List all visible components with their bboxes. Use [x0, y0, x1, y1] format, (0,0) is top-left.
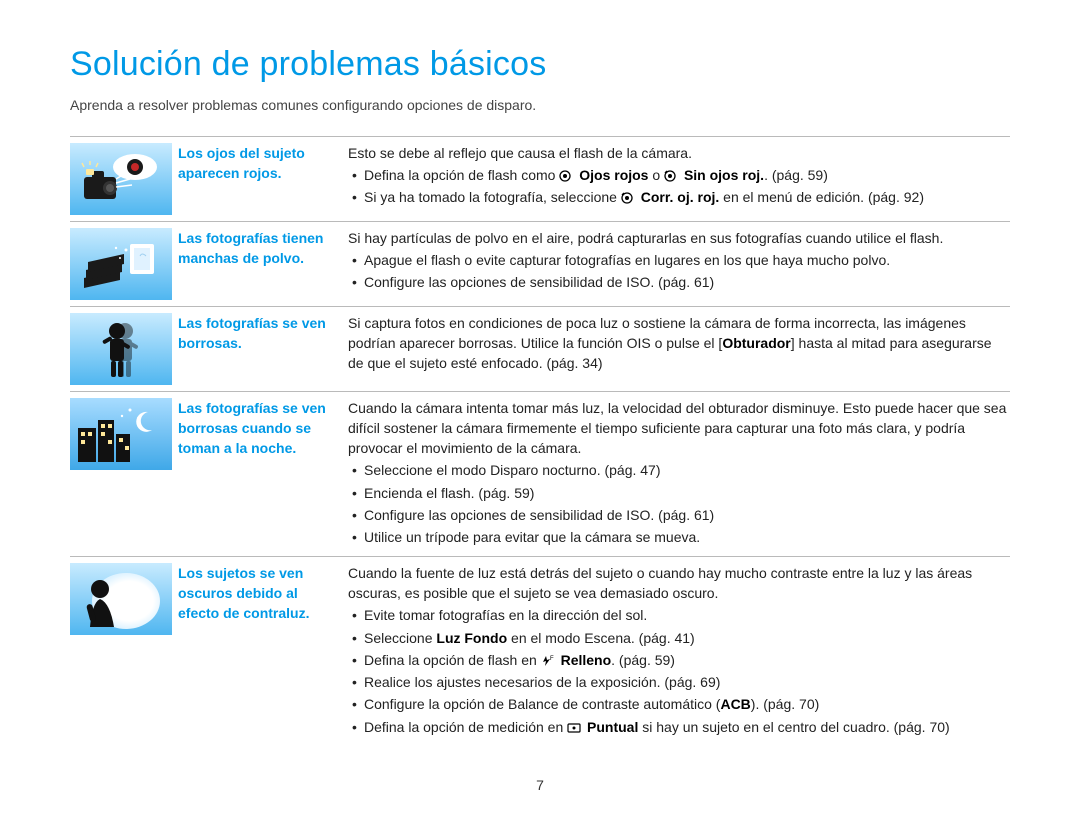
dust-bullet: Apague el flash o evite capturar fotogra…: [348, 250, 1010, 270]
backlight-bullet: Defina la opción de medición en Puntual …: [348, 717, 1010, 737]
troubleshoot-row-blurry: Las fotografías se ven borrosas.Si captu…: [70, 306, 1010, 391]
backlight-bullet: Defina la opción de flash en F Relleno. …: [348, 650, 1010, 670]
night-bullet-list: Seleccione el modo Disparo nocturno. (pá…: [348, 460, 1010, 547]
backlight-bullet: Seleccione Luz Fondo en el modo Escena. …: [348, 628, 1010, 648]
red-eye-bullet: Defina la opción de flash como Ojos rojo…: [348, 165, 1010, 185]
troubleshoot-row-backlight: Los sujetos se ven oscuros debido al efe…: [70, 556, 1010, 745]
blurry-issue-label: Las fotografías se ven borrosas.: [178, 313, 348, 354]
backlight-description: Cuando la fuente de luz está detrás del …: [348, 563, 1010, 739]
night-description: Cuando la cámara intenta tomar más luz, …: [348, 398, 1010, 550]
backlight-issue-label: Los sujetos se ven oscuros debido al efe…: [178, 563, 348, 624]
red-eye-issue-label: Los ojos del sujeto aparecen rojos.: [178, 143, 348, 184]
night-bullet: Encienda el flash. (pág. 59): [348, 483, 1010, 503]
page-title: Solución de problemas básicos: [70, 40, 1010, 89]
dust-bullet: Configure las opciones de sensibilidad d…: [348, 272, 1010, 292]
backlight-bullet: Configure la opción de Balance de contra…: [348, 694, 1010, 714]
blurry-thumb-icon: [70, 313, 172, 385]
red-eye-bullet-list: Defina la opción de flash como Ojos rojo…: [348, 165, 1010, 208]
backlight-bullet: Realice los ajustes necesarios de la exp…: [348, 672, 1010, 692]
page-number: 7: [0, 775, 1080, 795]
backlight-thumb-icon: [70, 563, 172, 635]
troubleshooting-table: Los ojos del sujeto aparecen rojos.Esto …: [70, 136, 1010, 745]
night-bullet: Configure las opciones de sensibilidad d…: [348, 505, 1010, 525]
blurry-intro-text: Si captura fotos en condiciones de poca …: [348, 313, 1010, 374]
svg-text:F: F: [550, 656, 554, 662]
dust-issue-label: Las fotografías tienen manchas de polvo.: [178, 228, 348, 269]
night-bullet: Seleccione el modo Disparo nocturno. (pá…: [348, 460, 1010, 480]
troubleshoot-row-night: Las fotografías se ven borrosas cuando s…: [70, 391, 1010, 556]
troubleshoot-row-dust: Las fotografías tienen manchas de polvo.…: [70, 221, 1010, 306]
dust-bullet-list: Apague el flash o evite capturar fotogra…: [348, 250, 1010, 293]
dust-intro-text: Si hay partículas de polvo en el aire, p…: [348, 228, 1010, 248]
backlight-bullet-list: Evite tomar fotografías en la dirección …: [348, 605, 1010, 737]
red-eye-bullet: Si ya ha tomado la fotografía, seleccion…: [348, 187, 1010, 207]
dust-description: Si hay partículas de polvo en el aire, p…: [348, 228, 1010, 295]
night-thumb-icon: [70, 398, 172, 470]
dust-thumb-icon: [70, 228, 172, 300]
page-subtitle: Aprenda a resolver problemas comunes con…: [70, 95, 1010, 115]
red-eye-thumb-icon: [70, 143, 172, 215]
red-eye-intro-text: Esto se debe al reflejo que causa el fla…: [348, 143, 1010, 163]
night-bullet: Utilice un trípode para evitar que la cá…: [348, 527, 1010, 547]
night-intro-text: Cuando la cámara intenta tomar más luz, …: [348, 398, 1010, 459]
troubleshoot-row-red-eye: Los ojos del sujeto aparecen rojos.Esto …: [70, 136, 1010, 221]
blurry-description: Si captura fotos en condiciones de poca …: [348, 313, 1010, 376]
night-issue-label: Las fotografías se ven borrosas cuando s…: [178, 398, 348, 459]
red-eye-description: Esto se debe al reflejo que causa el fla…: [348, 143, 1010, 210]
backlight-intro-text: Cuando la fuente de luz está detrás del …: [348, 563, 1010, 604]
backlight-bullet: Evite tomar fotografías en la dirección …: [348, 605, 1010, 625]
